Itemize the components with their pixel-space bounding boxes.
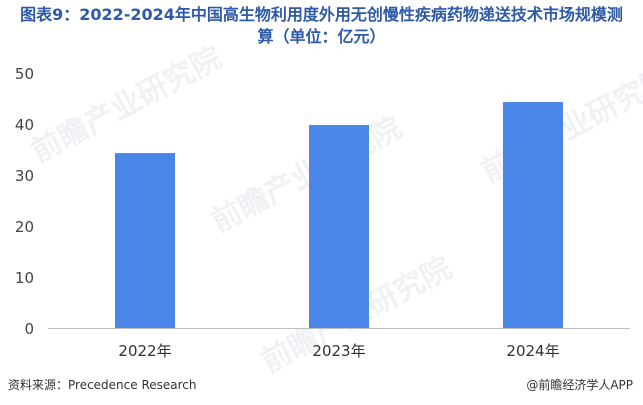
y-tick-label: 30 [15, 167, 34, 185]
bar-2024年 [503, 102, 563, 328]
y-tick-label: 20 [15, 218, 34, 236]
bar-2023年 [309, 125, 369, 329]
source-note: 资料来源：Precedence Research [8, 378, 197, 392]
x-tick-label: 2024年 [506, 342, 559, 360]
x-tick-label: 2023年 [312, 342, 365, 360]
y-tick-label: 40 [15, 116, 34, 134]
x-tick-label: 2022年 [118, 342, 171, 360]
chart-title-line2: 算（单位：亿元） [257, 27, 386, 46]
brand-credit: @前瞻经济学人APP [526, 378, 633, 392]
y-tick-label: 50 [15, 65, 34, 83]
chart-title-line1: 图表9：2022-2024年中国高生物利用度外用无创慢性疾病药物递送技术市场规模… [20, 5, 623, 24]
y-tick-label: 0 [24, 320, 34, 338]
chart-title: 图表9：2022-2024年中国高生物利用度外用无创慢性疾病药物递送技术市场规模… [0, 4, 643, 48]
bar-2022年 [115, 153, 175, 328]
y-tick-label: 10 [15, 269, 34, 287]
